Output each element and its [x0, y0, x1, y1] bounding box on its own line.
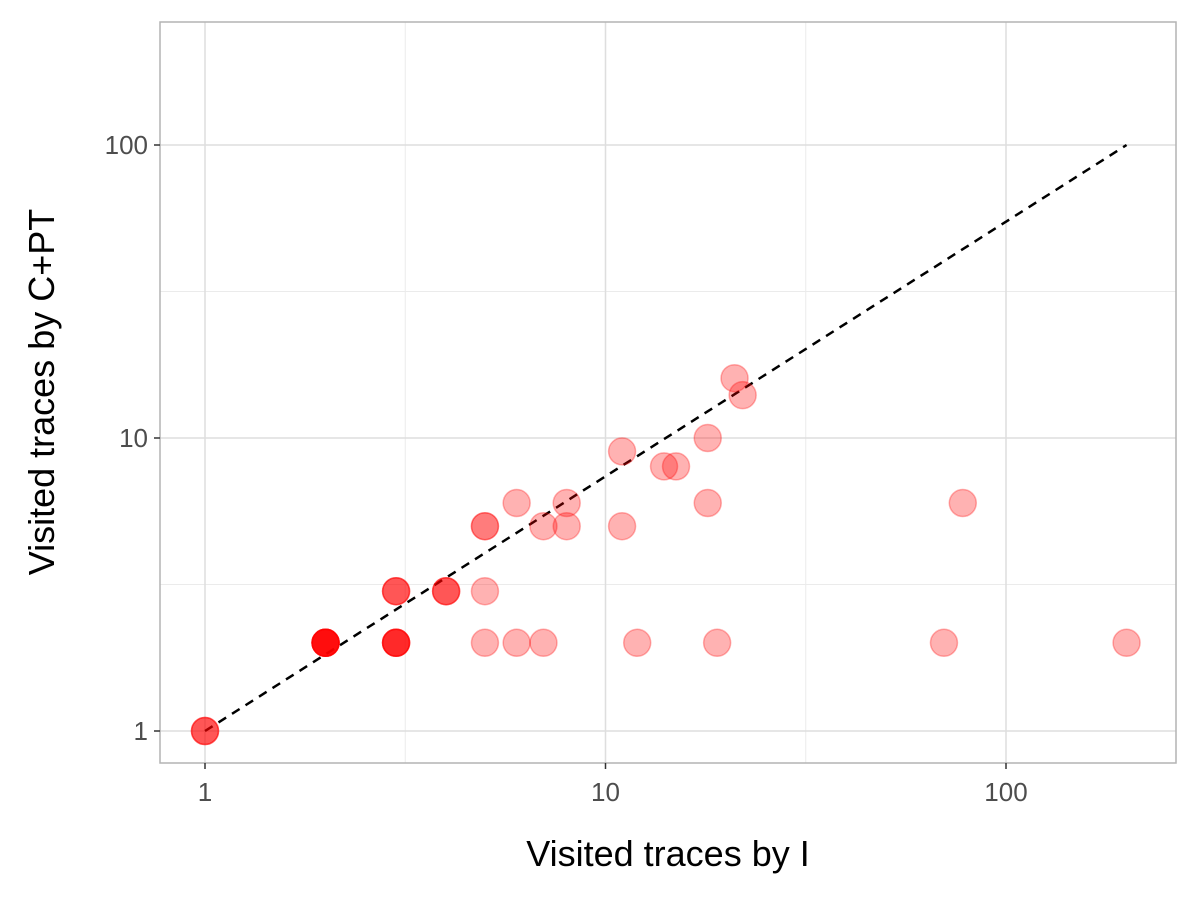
data-point — [311, 628, 340, 658]
data-point — [381, 576, 411, 606]
data-point — [470, 628, 500, 658]
data-point — [502, 628, 531, 658]
data-point — [607, 511, 637, 541]
data-point — [311, 628, 340, 658]
data-point — [381, 628, 411, 658]
x-tick-label: 10 — [591, 777, 620, 807]
data-point — [948, 488, 978, 518]
data-point — [431, 576, 461, 606]
data-point — [649, 452, 679, 481]
x-tick-label: 1 — [198, 777, 212, 807]
data-point — [311, 628, 340, 658]
x-tick-label: 100 — [984, 777, 1027, 807]
data-point — [720, 363, 749, 393]
y-axis-title: Visited traces by C+PT — [21, 209, 62, 576]
data-point — [311, 628, 340, 658]
data-point — [381, 628, 411, 658]
data-point — [311, 628, 340, 658]
data-point — [693, 488, 722, 518]
data-point — [190, 716, 220, 746]
data-point — [190, 716, 220, 746]
data-point — [552, 488, 581, 518]
y-tick-label: 10 — [119, 423, 148, 453]
y-tick-label: 100 — [105, 130, 148, 160]
data-point — [381, 576, 411, 606]
data-point — [381, 628, 411, 658]
data-point — [1112, 628, 1141, 658]
y-tick-label: 1 — [134, 716, 148, 746]
data-point — [470, 511, 500, 541]
reference-line — [204, 143, 1128, 733]
data-point — [381, 628, 411, 658]
data-point — [190, 716, 220, 746]
data-point — [693, 423, 722, 453]
data-point — [929, 628, 959, 658]
data-point — [607, 437, 637, 466]
x-axis-ticks: 1 10 100 — [198, 763, 1028, 807]
panel-border — [159, 21, 1177, 764]
data-point — [702, 628, 732, 658]
data-point — [431, 576, 461, 606]
data-points — [190, 363, 1141, 746]
data-point — [311, 628, 340, 658]
reference-line-group — [204, 143, 1128, 733]
data-point — [502, 488, 531, 518]
x-axis-title: Visited traces by I — [526, 833, 809, 874]
data-point — [529, 511, 558, 541]
data-point — [529, 628, 558, 658]
data-point — [552, 511, 581, 541]
data-point — [381, 576, 411, 606]
y-axis-ticks: 1 10 100 — [105, 130, 160, 746]
data-point — [470, 511, 500, 541]
data-point — [661, 452, 691, 481]
data-point — [622, 628, 652, 658]
data-point — [431, 576, 461, 606]
data-point — [728, 380, 757, 410]
data-point — [311, 628, 340, 658]
data-point — [470, 576, 500, 606]
data-point — [311, 628, 340, 658]
data-point — [381, 628, 411, 658]
